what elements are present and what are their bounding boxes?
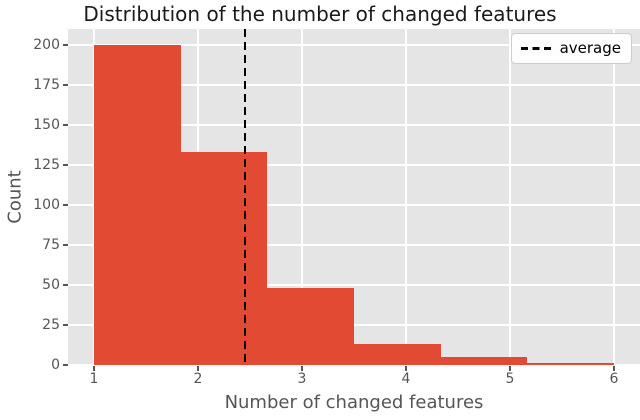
- x-tick-mark: [613, 366, 615, 371]
- histogram-bar: [180, 152, 268, 365]
- y-tick-mark: [63, 204, 68, 206]
- x-axis-label: Number of changed features: [224, 392, 484, 413]
- y-tick-mark: [63, 284, 68, 286]
- y-tick-mark: [63, 44, 68, 46]
- histogram-bar: [267, 288, 354, 365]
- gridline-vertical: [509, 29, 511, 365]
- legend-label-average: average: [559, 39, 621, 57]
- gridline-horizontal: [68, 84, 640, 86]
- histogram-bar: [354, 344, 441, 365]
- y-tick-label: 0: [51, 357, 60, 373]
- gridline-vertical: [405, 29, 407, 365]
- x-tick-label: 6: [609, 371, 619, 387]
- y-axis-label: Count: [4, 170, 26, 224]
- x-tick-mark: [197, 366, 199, 371]
- x-tick-mark: [509, 366, 511, 371]
- x-tick-mark: [93, 366, 95, 371]
- legend: average: [510, 33, 632, 64]
- y-tick-label: 25: [42, 317, 60, 333]
- gridline-vertical: [301, 29, 303, 365]
- y-tick-label: 75: [42, 237, 60, 253]
- x-tick-mark: [405, 366, 407, 371]
- gridline-horizontal: [68, 284, 640, 286]
- histogram-bar: [94, 45, 181, 365]
- y-axis-tick-labels: 0 25 50 75 100 125 150 175 200: [0, 29, 60, 373]
- y-tick-mark: [63, 364, 68, 366]
- y-tick-label: 150: [33, 117, 60, 133]
- gridline-horizontal: [68, 204, 640, 206]
- y-tick-label: 200: [33, 37, 60, 53]
- x-tick-label: 5: [505, 371, 515, 387]
- gridline-vertical: [613, 29, 615, 365]
- y-tick-mark: [63, 324, 68, 326]
- histogram-bar: [440, 357, 528, 365]
- gridline-horizontal: [68, 164, 640, 166]
- y-tick-mark: [63, 244, 68, 246]
- y-tick-mark: [63, 84, 68, 86]
- gridline-horizontal: [68, 124, 640, 126]
- x-tick-label: 2: [193, 371, 203, 387]
- y-tick-label: 50: [42, 277, 60, 293]
- gridline-horizontal: [68, 324, 640, 326]
- x-tick-label: 1: [89, 371, 99, 387]
- x-tick-label: 3: [297, 371, 307, 387]
- gridline-vertical: [93, 29, 95, 365]
- average-dashed-line-icon: [520, 47, 551, 50]
- chart-title: Distribution of the number of changed fe…: [83, 2, 557, 26]
- gridline-horizontal: [68, 244, 640, 246]
- gridline-horizontal: [68, 44, 640, 46]
- average-line: [243, 29, 247, 365]
- histogram-bar: [527, 363, 614, 365]
- x-tick-mark: [301, 366, 303, 371]
- x-tick-label: 4: [401, 371, 411, 387]
- plot-area: average: [68, 29, 640, 365]
- y-tick-mark: [63, 124, 68, 126]
- y-tick-label: 100: [33, 197, 60, 213]
- y-tick-mark: [63, 164, 68, 166]
- y-tick-label: 175: [33, 77, 60, 93]
- x-axis-tick-labels: 1 2 3 4 5 6: [68, 365, 640, 387]
- y-tick-label: 125: [33, 157, 60, 173]
